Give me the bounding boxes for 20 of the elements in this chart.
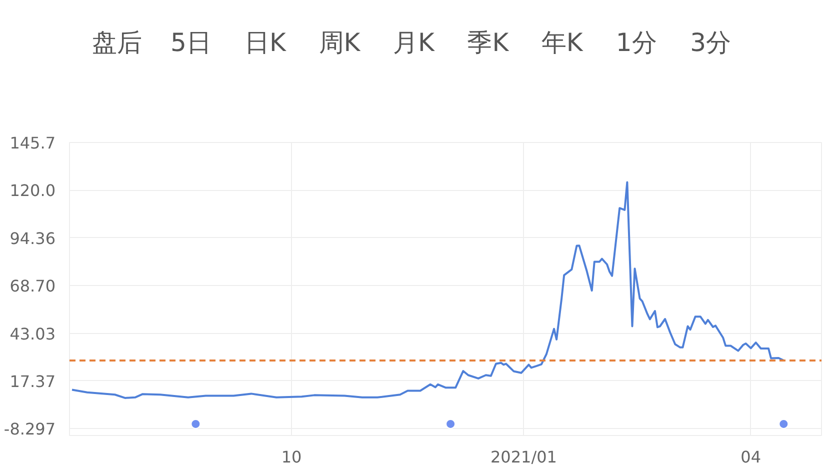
- text: 盘后: [92, 28, 142, 57]
- y-tick-label: -8.297: [4, 420, 56, 439]
- y-tick-label: 94.36: [10, 228, 56, 248]
- text: 日K: [244, 28, 287, 57]
- y-tick-label: 43.03: [10, 324, 56, 344]
- text: 5日: [170, 28, 212, 57]
- y-tick-label: 120.0: [10, 181, 56, 200]
- y-tick-label: 17.37: [10, 372, 56, 391]
- y-tick-label: 145.7: [10, 134, 56, 152]
- y-tick-label: 68.70: [10, 276, 56, 296]
- text: 周K: [318, 28, 361, 57]
- line-series: [71, 181, 785, 399]
- text: 季K: [467, 28, 510, 57]
- text: 3分: [690, 28, 732, 57]
- text: 年K: [541, 28, 584, 57]
- text: 月K: [392, 28, 435, 57]
- x-tick-label: 2021/01: [490, 448, 557, 466]
- x-tick-label: 04: [740, 448, 762, 466]
- text: 1分: [616, 28, 657, 57]
- x-tick-label: 10: [281, 448, 302, 466]
